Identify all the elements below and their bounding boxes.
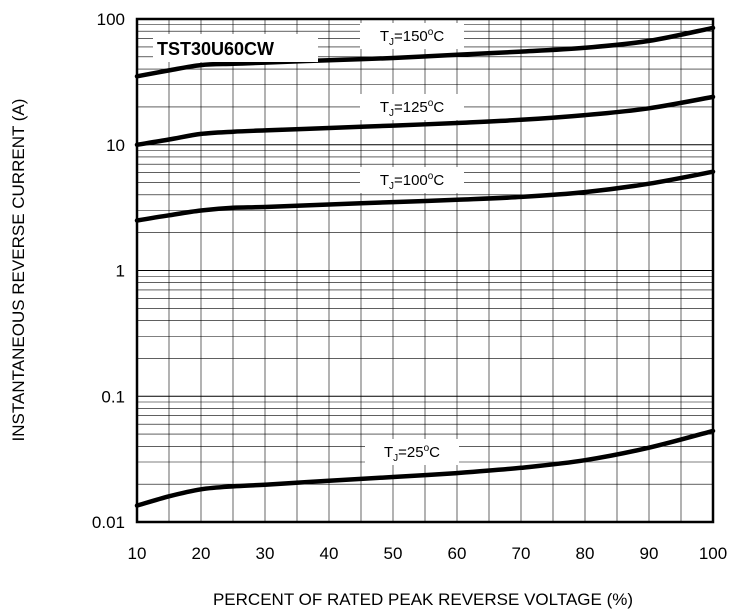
x-tick-label: 80 xyxy=(576,544,595,563)
y-tick-label: 0.1 xyxy=(101,387,125,406)
y-axis-title: INSTANTANEOUS REVERSE CURRENT (A) xyxy=(9,99,28,442)
curve-label-bg xyxy=(360,23,464,49)
x-tick-label: 40 xyxy=(320,544,339,563)
curve-series-1 xyxy=(134,94,716,148)
curve-series-2 xyxy=(134,169,716,223)
x-tick-label: 100 xyxy=(699,544,727,563)
curve-labels: TJ=150oC TJ=125oC TJ=100oC TJ=25oC xyxy=(360,23,464,465)
curve-label-bg xyxy=(360,167,464,193)
x-tick-labels: 10 20 30 40 50 60 70 80 90 100 xyxy=(128,544,728,563)
x-tick-label: 70 xyxy=(512,544,531,563)
curve-series-3 xyxy=(134,428,716,508)
grid-lines xyxy=(137,19,713,522)
x-tick-label: 10 xyxy=(128,544,147,563)
x-axis-title: PERCENT OF RATED PEAK REVERSE VOLTAGE (%… xyxy=(213,590,633,609)
curve-label-3: TJ=25oC xyxy=(384,443,440,464)
curve-label-2: TJ=100oC xyxy=(380,171,445,192)
y-tick-label: 100 xyxy=(97,10,125,29)
y-tick-labels: 0.01 0.1 1 10 100 xyxy=(92,10,125,532)
curves xyxy=(134,25,716,508)
x-tick-label: 90 xyxy=(640,544,659,563)
x-tick-label: 30 xyxy=(256,544,275,563)
x-tick-label: 20 xyxy=(192,544,211,563)
curve-series-0 xyxy=(134,25,716,79)
curve-label-bg xyxy=(360,94,464,120)
curve-label-0: TJ=150oC xyxy=(380,27,445,48)
y-tick-label: 0.01 xyxy=(92,513,125,532)
x-tick-label: 60 xyxy=(448,544,467,563)
x-tick-label: 50 xyxy=(384,544,403,563)
y-tick-label: 10 xyxy=(106,136,125,155)
model-label: TST30U60CW xyxy=(157,39,274,59)
model-label-bg xyxy=(153,34,318,62)
y-tick-label: 1 xyxy=(116,262,125,281)
plot-frame xyxy=(135,17,715,524)
curve-label-1: TJ=125oC xyxy=(380,98,445,119)
curve-label-bg xyxy=(365,439,459,465)
